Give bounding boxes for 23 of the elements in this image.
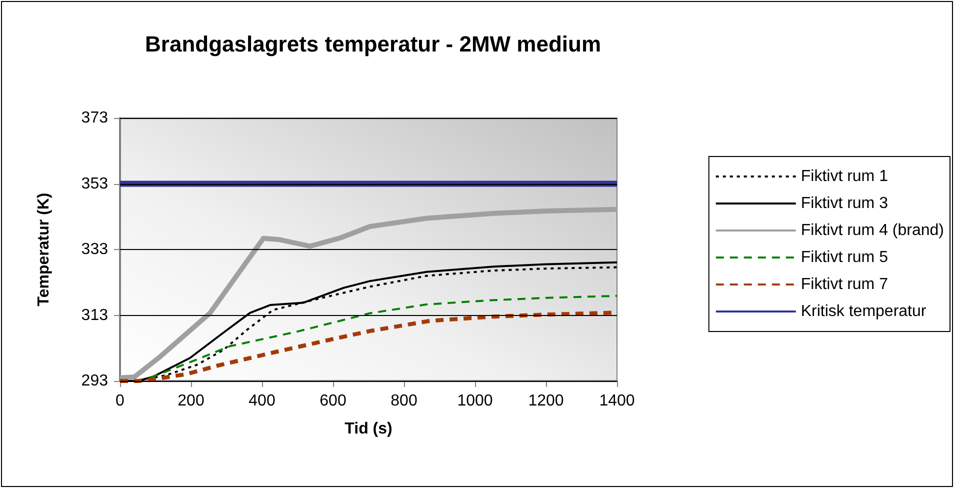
- x-axis-title: Tid (s): [344, 420, 392, 438]
- legend-label: Fiktivt rum 3: [800, 195, 888, 212]
- x-tick-label: 800: [390, 392, 418, 410]
- legend-label: Kritisk temperatur: [800, 303, 927, 320]
- y-axis-title: Temperatur (K): [36, 192, 52, 306]
- x-tick-label: 1400: [599, 392, 635, 410]
- y-tick-label: 373: [81, 110, 108, 126]
- y-tick-label: 293: [81, 372, 108, 390]
- legend-label: Fiktivt rum 7: [800, 276, 888, 293]
- y-tick-label: 313: [81, 306, 108, 324]
- x-tick-label: 400: [248, 392, 276, 410]
- line-series: [149, 294, 618, 379]
- legend-label: Fiktivt rum 4 (brand): [800, 222, 944, 239]
- x-tick-label: 1000: [457, 392, 493, 410]
- x-tick-label: 1200: [528, 392, 564, 410]
- legend-label: Fiktivt rum 1: [800, 168, 888, 185]
- x-tick-label: 600: [320, 392, 346, 410]
- chart-title: Brandgaslagrets temperatur - 2MW medium: [145, 32, 601, 56]
- x-tick-label: 0: [116, 392, 125, 410]
- x-tick-label: 200: [178, 392, 204, 410]
- legend-label: Fiktivt rum 5: [800, 249, 888, 266]
- y-tick-label: 353: [81, 175, 108, 192]
- y-tick-label: 333: [81, 241, 108, 258]
